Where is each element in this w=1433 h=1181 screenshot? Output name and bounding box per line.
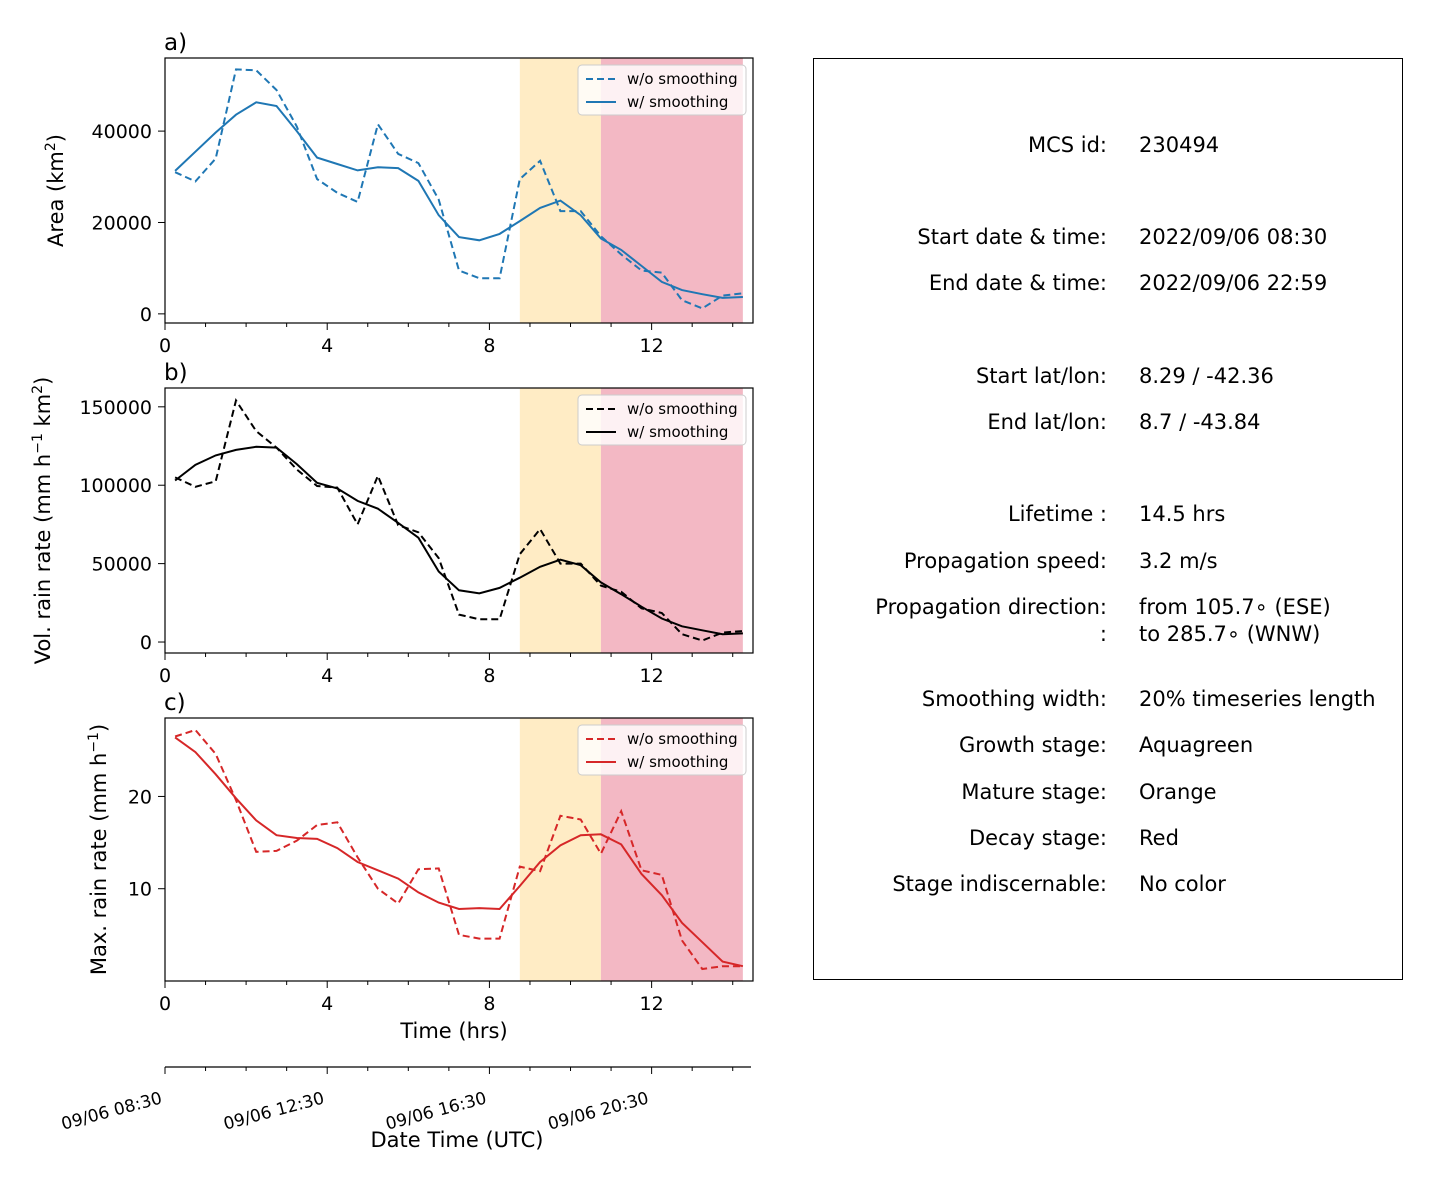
panel-label: a)	[164, 30, 187, 56]
x-tick-label: 8	[483, 665, 495, 687]
info-label: End date & time:	[928, 271, 1107, 295]
x-tick-label: 0	[159, 993, 171, 1015]
info-value: 3.2 m/s	[1139, 549, 1218, 573]
y-axis-title: Vol. rain rate (mm h−1 km2)	[30, 377, 55, 665]
date-time-axis: 09/06 08:30 09/06 12:30 09/06 16:30 09/06 2…	[59, 1066, 751, 1152]
y-tick-label: 150000	[79, 397, 152, 419]
info-value: 2022/09/06 08:30	[1139, 225, 1328, 249]
series-smoothed-line	[174, 101, 743, 299]
legend-box	[577, 64, 747, 116]
y-tick-label: 100000	[79, 475, 152, 497]
info-value: Aquagreen	[1139, 733, 1254, 757]
plot-frame	[164, 387, 754, 654]
series-smoothed-line	[174, 736, 744, 968]
info-value: No color	[1139, 872, 1226, 896]
y-tick-label: 10	[128, 879, 152, 901]
info-value: 14.5 hrs	[1139, 502, 1226, 526]
x-axis-title: Time (hrs)	[399, 1019, 507, 1043]
info-value: 230494	[1139, 133, 1220, 157]
info-value: Orange	[1139, 780, 1217, 804]
series-smoothed-line	[174, 445, 743, 636]
legend-label: w/o smoothing	[627, 400, 738, 418]
y-tick-label: 40000	[92, 121, 152, 143]
info-value: 8.29 / -42.36	[1139, 364, 1274, 388]
panel-a: 0 4 8 12 0 20000 40000 Area (km2) a) w/o smoothin…	[43, 30, 754, 357]
date-axis-title: Date Time (UTC)	[371, 1128, 544, 1152]
date-tick-label: 09/06 20:30	[546, 1089, 651, 1135]
x-tick-label: 12	[640, 665, 664, 687]
plot-frame	[164, 717, 754, 982]
legend-box	[577, 394, 747, 446]
x-tick-label: 4	[321, 335, 333, 357]
info-label: Mature stage:	[961, 780, 1107, 804]
info-label: Start date & time:	[917, 225, 1107, 249]
y-tick-label: 20	[128, 786, 152, 808]
panel-label: b)	[164, 360, 188, 386]
info-value: 2022/09/06 22:59	[1139, 271, 1328, 295]
y-tick-label: 0	[140, 304, 152, 326]
panel-b: 0 4 8 12 0 50000 100000 150000 Vol. rain rate (m…	[30, 360, 754, 687]
y-axis-title: Area (km2)	[43, 134, 68, 247]
info-label: Start lat/lon:	[975, 364, 1107, 388]
x-tick-label: 8	[483, 335, 495, 357]
plot-frame	[164, 57, 754, 324]
info-label: Propagation speed:	[903, 549, 1107, 573]
info-value: from 105.7∘ (ESE)	[1139, 595, 1331, 619]
x-tick-label: 12	[640, 993, 664, 1015]
legend-box	[577, 724, 747, 776]
date-tick-label: 09/06 12:30	[221, 1089, 326, 1135]
info-value: 8.7 / -43.84	[1139, 410, 1261, 434]
info-label: End lat/lon:	[987, 410, 1107, 434]
info-value: 20% timeseries length	[1139, 687, 1376, 711]
info-label: MCS id:	[1027, 133, 1107, 157]
info-label: Decay stage:	[969, 826, 1107, 850]
x-tick-label: 0	[159, 335, 171, 357]
legend-label: w/ smoothing	[627, 753, 728, 771]
panel-label: c)	[164, 690, 186, 716]
info-label: Lifetime :	[1007, 502, 1107, 526]
y-tick-label: 0	[140, 632, 152, 654]
legend-label: w/ smoothing	[627, 423, 728, 441]
date-tick-label: 09/06 08:30	[59, 1089, 164, 1135]
info-label: Growth stage:	[958, 733, 1107, 757]
info-label: Smoothing width:	[921, 687, 1107, 711]
mcs-info-panel: MCS id: 230494 Start date & time: 2022/09/0…	[813, 58, 1403, 980]
series-raw-line	[174, 728, 743, 971]
info-label: :	[1099, 622, 1107, 646]
x-tick-label: 0	[159, 665, 171, 687]
panel-c: 0 4 8 12 10 20 Max. rain rate (mm h−1) c) Time (…	[86, 690, 754, 1043]
legend-label: w/o smoothing	[627, 70, 738, 88]
x-tick-label: 12	[640, 335, 664, 357]
info-label: Stage indiscernable:	[892, 872, 1107, 896]
y-tick-label: 20000	[92, 212, 152, 234]
info-value: Red	[1139, 826, 1179, 850]
x-tick-label: 4	[321, 665, 333, 687]
info-label: Propagation direction:	[875, 595, 1107, 619]
legend-label: w/ smoothing	[627, 93, 728, 111]
x-tick-label: 8	[483, 993, 495, 1015]
legend-label: w/o smoothing	[627, 730, 738, 748]
y-tick-label: 50000	[92, 554, 152, 576]
x-tick-label: 4	[321, 993, 333, 1015]
y-axis-title: Max. rain rate (mm h−1)	[86, 724, 111, 975]
info-value: to 285.7∘ (WNW)	[1139, 622, 1321, 646]
